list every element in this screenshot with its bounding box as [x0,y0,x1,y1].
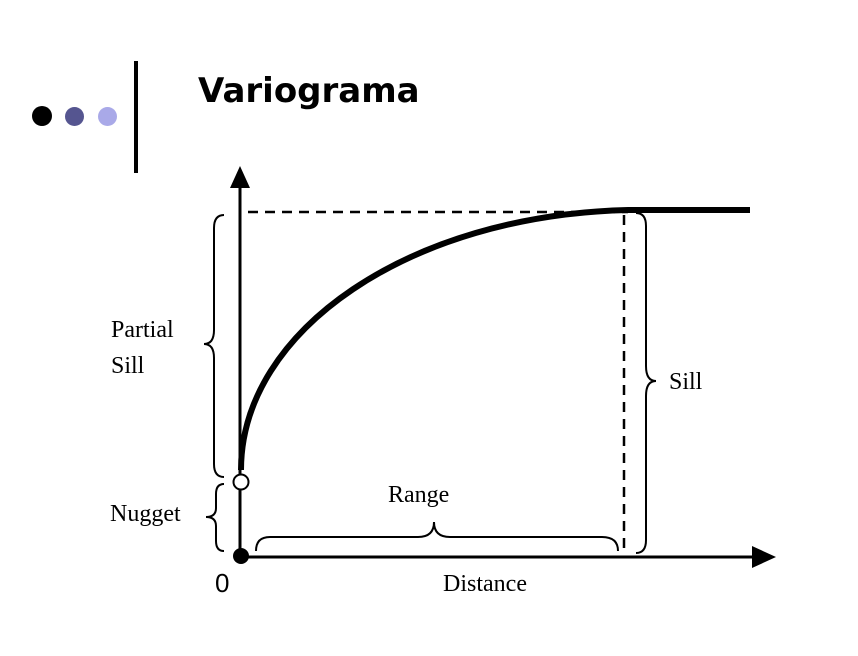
bullet-dot-black [32,106,52,126]
x-axis-arrowhead [752,546,776,568]
range-label: Range [388,482,449,508]
bullet-dot-purple [65,107,84,126]
nugget-open-circle [232,473,250,491]
sill-brace [635,212,657,554]
title-divider [134,61,138,173]
origin-dot [233,548,249,564]
nugget-brace [205,483,225,552]
x-axis-label: Distance [443,571,527,597]
range-brace [255,521,619,552]
y-axis-arrowhead [230,166,250,188]
slide-title: Variograma [198,71,420,111]
bullet-dot-lavender [98,107,117,126]
partial-sill-label-line1: Partial [111,317,174,343]
sill-label: Sill [669,369,703,395]
partial-sill-brace [203,214,225,478]
variogram-curve [238,207,750,471]
origin-label: 0 [215,568,229,598]
nugget-label: Nugget [110,501,181,527]
partial-sill-label-line2: Sill [111,353,145,379]
